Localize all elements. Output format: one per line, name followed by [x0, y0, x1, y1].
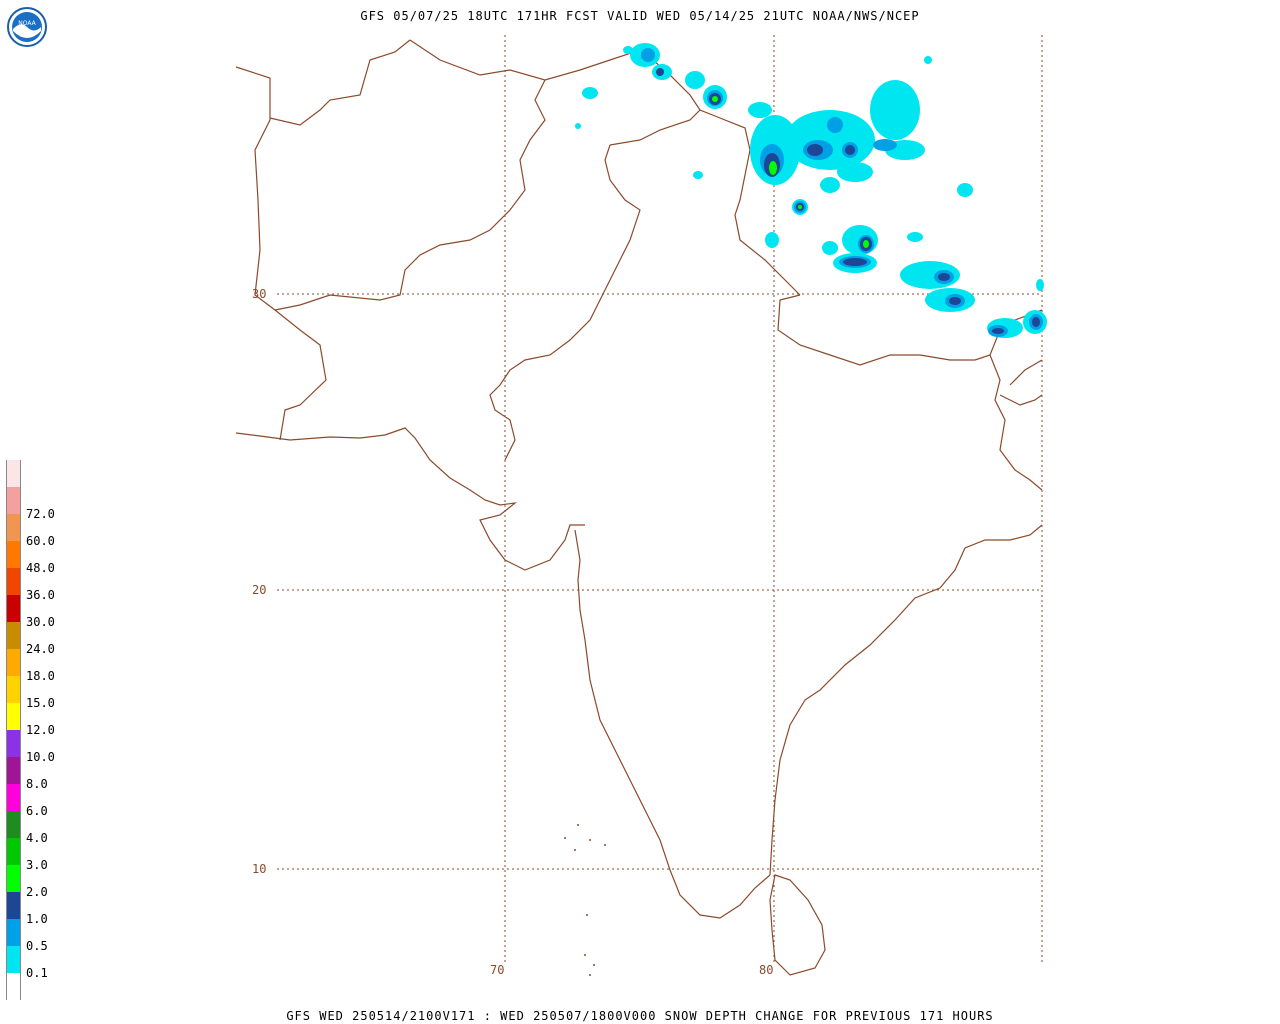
- snow-cell: [641, 48, 655, 62]
- snow-cell: [863, 240, 869, 248]
- snow-cell: [992, 328, 1004, 334]
- noaa-logo-text: NOAA: [18, 20, 36, 27]
- snow-cell: [1032, 317, 1040, 327]
- islands: [564, 824, 606, 976]
- legend-label: 15.0: [26, 696, 55, 710]
- snow-cell: [1036, 279, 1044, 291]
- legend-label: 3.0: [26, 858, 48, 872]
- snow-cell: [685, 71, 705, 89]
- legend-label: 36.0: [26, 588, 55, 602]
- legend-swatch: [6, 919, 21, 946]
- snow-depth-field: [575, 43, 1047, 338]
- legend-swatch: [6, 838, 21, 865]
- legend-swatch: [6, 460, 21, 487]
- legend-label: 12.0: [26, 723, 55, 737]
- legend-swatch: [6, 730, 21, 757]
- legend-swatch: [6, 973, 21, 1000]
- legend-swatch: [6, 811, 21, 838]
- legend-swatch: [6, 541, 21, 568]
- legend-label: 0.1: [26, 966, 48, 980]
- legend-swatch: [6, 784, 21, 811]
- snow-cell: [820, 177, 840, 193]
- lat-label-30: 30: [252, 287, 267, 301]
- snow-cell: [693, 171, 703, 179]
- legend-swatch: [6, 703, 21, 730]
- legend-swatch: [6, 487, 21, 514]
- snow-cell: [837, 162, 873, 182]
- legend-label: 60.0: [26, 534, 55, 548]
- legend-label: 18.0: [26, 669, 55, 683]
- snow-cell: [870, 80, 920, 140]
- grid-lines: [277, 35, 1043, 965]
- snow-cell: [798, 205, 802, 209]
- lat-label-10: 10: [252, 862, 267, 876]
- snow-cell: [924, 56, 932, 64]
- legend-label: 1.0: [26, 912, 48, 926]
- lat-label-20: 20: [252, 583, 267, 597]
- country-borders: [235, 39, 1043, 976]
- snow-cell: [843, 258, 867, 266]
- legend-swatch: [6, 865, 21, 892]
- snow-cell: [845, 145, 855, 155]
- legend-label: 0.5: [26, 939, 48, 953]
- snow-cell: [938, 273, 950, 281]
- snow-cell: [765, 232, 779, 248]
- snow-cell: [582, 87, 598, 99]
- legend-label: 72.0: [26, 507, 55, 521]
- snow-cell: [827, 117, 843, 133]
- legend-swatch: [6, 676, 21, 703]
- snow-cell: [769, 161, 777, 175]
- legend-swatch: [6, 568, 21, 595]
- lon-label-70: 70: [490, 963, 505, 977]
- snow-cell: [748, 102, 772, 118]
- snow-cell: [907, 232, 923, 242]
- snow-cell: [623, 46, 633, 54]
- product-description: GFS WED 250514/2100V171 : WED 250507/180…: [286, 1009, 994, 1023]
- legend-label: 2.0: [26, 885, 48, 899]
- legend-label: 24.0: [26, 642, 55, 656]
- legend-label: 48.0: [26, 561, 55, 575]
- legend-swatch: [6, 595, 21, 622]
- snow-cell: [656, 68, 664, 76]
- noaa-logo-icon: NOAA: [7, 7, 47, 47]
- legend-label: 10.0: [26, 750, 55, 764]
- legend-label: 6.0: [26, 804, 48, 818]
- lon-label-80: 80: [759, 963, 774, 977]
- legend-swatch: [6, 514, 21, 541]
- snow-cell: [949, 297, 961, 305]
- snow-cell: [957, 183, 973, 197]
- color-legend: 0.1 0.5 1.0 2.0 3.0 4.0 6.0 8.0 10.0 12.0 15.0 18.0…: [6, 460, 66, 1000]
- snow-cell: [873, 139, 897, 151]
- snow-cell: [807, 144, 823, 156]
- map-title: GFS 05/07/25 18UTC 171HR FCST VALID WED …: [360, 9, 920, 23]
- legend-label: 30.0: [26, 615, 55, 629]
- legend-label: 4.0: [26, 831, 48, 845]
- snow-cell: [822, 241, 838, 255]
- legend-swatch: [6, 946, 21, 973]
- snow-cell: [575, 123, 581, 129]
- legend-swatch: [6, 622, 21, 649]
- legend-swatch: [6, 649, 21, 676]
- legend-label: 8.0: [26, 777, 48, 791]
- legend-swatch: [6, 892, 21, 919]
- snow-cell: [712, 96, 718, 102]
- legend-swatch: [6, 757, 21, 784]
